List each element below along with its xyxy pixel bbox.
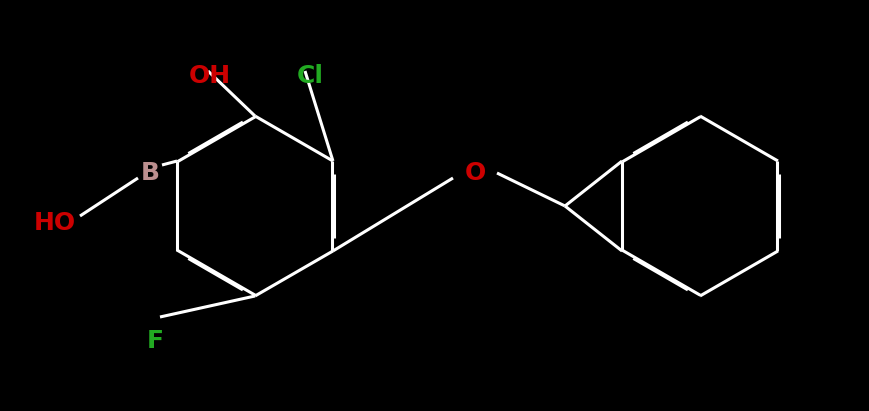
Text: HO: HO — [34, 211, 76, 235]
Text: Cl: Cl — [296, 64, 323, 88]
Text: O: O — [464, 161, 486, 185]
Text: OH: OH — [189, 64, 231, 88]
Text: F: F — [147, 329, 163, 353]
Text: B: B — [141, 161, 160, 185]
